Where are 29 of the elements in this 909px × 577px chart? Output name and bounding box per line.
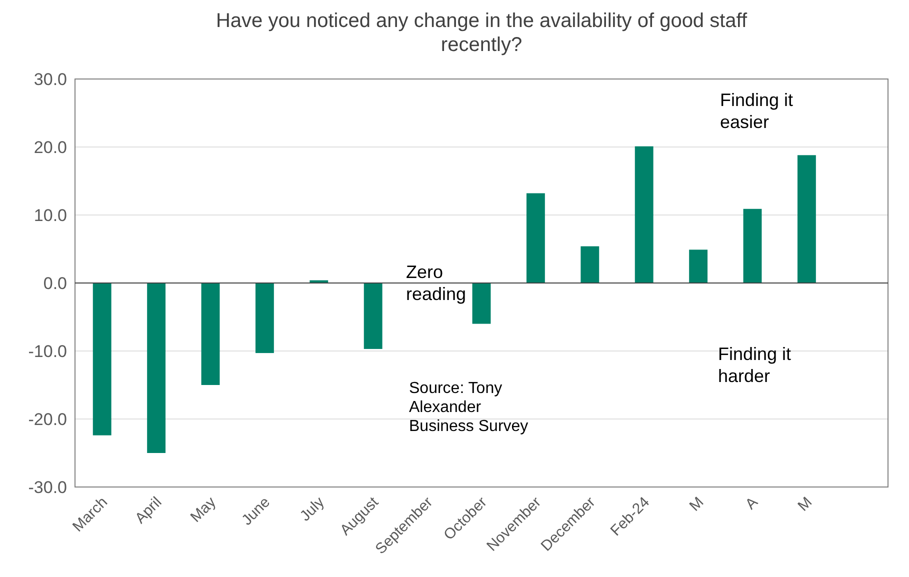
annotation: Source: Tony Alexander Business Survey — [409, 380, 528, 435]
bar — [92, 283, 112, 436]
chart-title: Have you noticed any change in the availability of good staff recently? — [216, 10, 748, 56]
bar — [472, 283, 491, 324]
y-tick-label: 30.0 — [34, 70, 67, 89]
annotation: Zero reading — [406, 262, 466, 304]
y-tick-label: -30.0 — [28, 478, 67, 497]
bar — [201, 283, 220, 385]
bar — [689, 250, 708, 283]
bar — [634, 146, 654, 283]
annotation: Finding it harder — [718, 344, 792, 386]
bar — [797, 155, 816, 283]
annotation: Finding it easier — [720, 90, 794, 132]
bar — [526, 193, 545, 283]
bar — [364, 283, 382, 349]
x-tick-label: May — [187, 493, 220, 526]
y-tick-label: 10.0 — [34, 206, 67, 225]
y-tick-label: -20.0 — [28, 410, 67, 429]
bar — [255, 283, 274, 354]
x-tick-label: A — [742, 494, 762, 513]
x-tick-label: July — [296, 493, 328, 525]
y-tick-label: 20.0 — [34, 138, 67, 157]
bar — [580, 246, 600, 283]
x-tick-label: M — [794, 494, 816, 515]
bar — [743, 208, 762, 283]
bar — [147, 283, 166, 453]
x-tick-label: M — [686, 494, 708, 515]
y-tick-label: -10.0 — [28, 342, 67, 361]
y-tick-label: 0.0 — [43, 274, 67, 293]
